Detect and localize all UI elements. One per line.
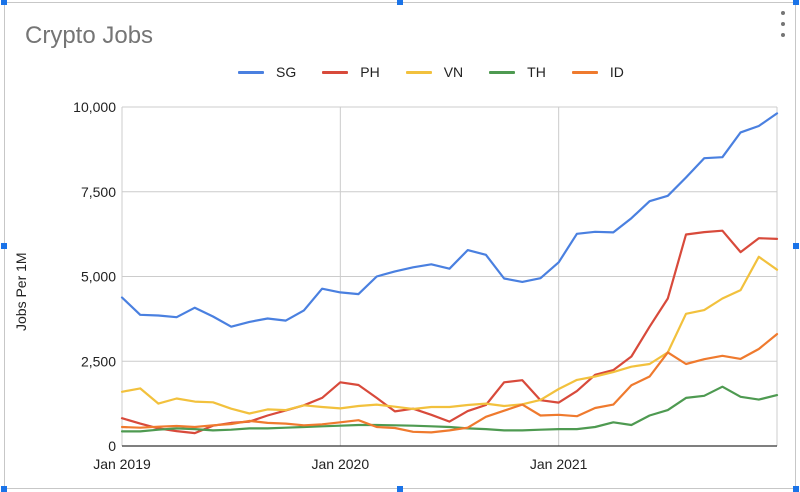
x-tick-label: Jan 2020 [312, 456, 370, 472]
resize-handle-bottom-right[interactable] [793, 486, 799, 492]
resize-handle-bottom-left[interactable] [1, 486, 7, 492]
legend-swatch [571, 70, 598, 74]
resize-handle-bottom[interactable] [397, 486, 403, 492]
x-tick-label: Jan 2019 [93, 456, 151, 472]
y-tick-label: 10,000 [73, 99, 116, 115]
y-tick-label: 7,500 [81, 184, 116, 200]
resize-handle-right[interactable] [793, 243, 799, 249]
y-tick-label: 2,500 [81, 353, 116, 369]
resize-handle-left[interactable] [1, 243, 7, 249]
resize-handle-top-right[interactable] [793, 0, 799, 5]
legend-label: SG [276, 64, 297, 80]
more-options-icon[interactable] [778, 11, 788, 37]
chart-title: Crypto Jobs [25, 22, 154, 49]
x-tick-label: Jan 2021 [530, 456, 588, 472]
legend-item-ph: PH [322, 64, 380, 80]
resize-handle-top[interactable] [397, 0, 403, 5]
legend-swatch [238, 70, 264, 74]
legend-swatch [405, 70, 432, 74]
y-tick-label: 5,000 [81, 269, 116, 285]
legend-item-vn: VN [405, 64, 464, 80]
series-line-id [120, 333, 779, 434]
legend-label: PH [360, 64, 380, 80]
legend-item-id: ID [571, 64, 624, 80]
chart-legend: SG PH VN TH ID [238, 64, 624, 80]
legend-label: ID [609, 64, 624, 80]
legend-swatch [489, 70, 516, 74]
resize-handle-top-left[interactable] [1, 0, 7, 5]
legend-label: TH [527, 64, 546, 80]
y-tick-label: 0 [108, 438, 116, 454]
legend-label: VN [443, 64, 464, 80]
series-line-vn [120, 255, 779, 415]
legend-swatch [322, 70, 349, 74]
legend-item-th: TH [489, 64, 546, 80]
series-line-sg [120, 112, 779, 328]
legend-item-sg: SG [238, 64, 296, 80]
series-line-th [120, 385, 779, 433]
